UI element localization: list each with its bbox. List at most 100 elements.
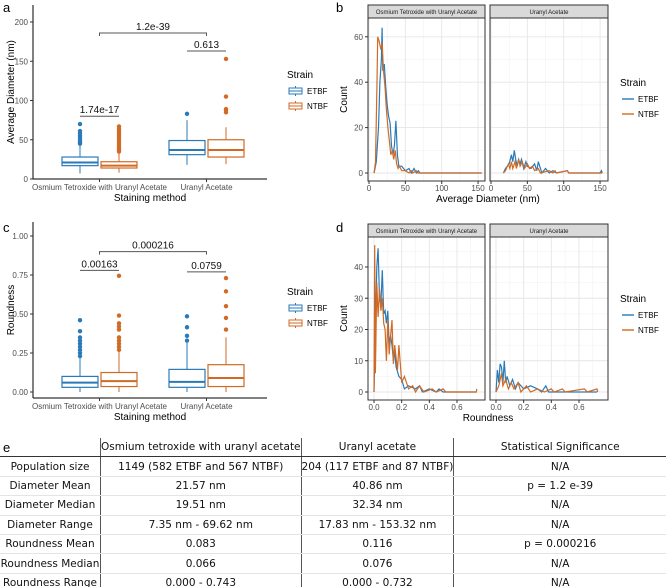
outlier-point [77, 121, 83, 127]
facet-0: 0.0 0.2 0.4 0.6 Osmium Tetroxide with Uranyl… [367, 223, 486, 412]
legend-c [288, 303, 303, 328]
table-cell: 0.000 - 0.743 [100, 573, 302, 587]
legend-item-ntbf: NTBF [622, 326, 659, 335]
facet-strip [367, 4, 486, 19]
table-cell: 32.34 nm [300, 495, 454, 516]
row-label: Diameter Mean [0, 476, 101, 497]
table-row: Population size 1149 (582 ETBF and 567 NT… [0, 456, 666, 477]
y-tick-label: 0 [359, 388, 364, 397]
table-cell: N/A [453, 553, 666, 574]
y-tick-label: 200 [15, 18, 29, 27]
table-row: Diameter Median 19.51 nm 32.34 nm N/A [0, 495, 666, 516]
table-cell: 19.51 nm [100, 495, 302, 516]
legend-item-ntbf [288, 101, 303, 111]
outlier-point [116, 344, 122, 349]
facet-strip [489, 4, 609, 19]
x-tick-label: 0.2 [518, 403, 530, 412]
table-cell: 0.000 - 0.732 [300, 573, 454, 587]
box-etbf-group-0 [61, 318, 99, 392]
outlier-point [184, 338, 190, 343]
x-tick-label: 0.0 [368, 403, 380, 412]
y-tick-label: 20 [354, 326, 363, 335]
x-tick-label: 0 [489, 184, 494, 193]
legend-item-etbf: ETBF [622, 311, 659, 320]
table-cell: p = 1.2 e-39 [453, 476, 666, 497]
x-tick-label: 0.4 [424, 403, 436, 412]
y-tick-label: 60 [354, 33, 363, 42]
comparison-bracket [99, 32, 207, 36]
x-axis-title: Staining method [114, 412, 186, 423]
legend-title: Strain [620, 294, 646, 305]
outlier-point [223, 304, 229, 309]
y-axis-title: Roundness [6, 285, 17, 336]
outlier-point [223, 315, 229, 321]
y-tick-label: 0 [359, 169, 364, 178]
x-axis-title: Staining method [114, 193, 186, 204]
row-label: Roundness Median [0, 553, 101, 574]
x-tick-label: Osmium Tetroxide with Uranyl Acetate [32, 402, 168, 411]
x-tick-label: 0.0 [490, 403, 502, 412]
table-cell: 1149 (582 ETBF and 567 NTBF) [100, 456, 302, 477]
x-tick-label: 100 [435, 184, 449, 193]
legend-a [288, 86, 303, 111]
table-cell: 21.57 nm [100, 476, 302, 497]
facet-strip [367, 223, 486, 238]
outlier-point [77, 341, 83, 346]
outlier-point [116, 347, 122, 353]
p-value-label: 1.74e-17 [80, 105, 120, 116]
y-tick-label: 20 [354, 124, 363, 133]
facet-0: 0 50 100 150 Osmium Tetroxide with Uranyl Ac… [367, 4, 486, 193]
legend-label: NTBF [638, 326, 659, 335]
outlier-point [77, 347, 83, 353]
panel-e-label-wrap: e [3, 440, 10, 455]
legend-title: Strain [287, 287, 313, 298]
x-axis-title: Average Diameter (nm) [436, 194, 540, 205]
x-tick-label: 100 [557, 184, 571, 193]
row-label: Roundness Range [0, 573, 101, 587]
table-cell: 17.83 nm - 153.32 nm [300, 515, 454, 535]
outlier-point [184, 333, 190, 339]
series-line-ntbf [502, 159, 603, 174]
summary-table: Osmium tetroxide with uranyl acetate Uran… [0, 438, 666, 587]
outlier-point [77, 328, 83, 334]
table-row: Diameter Range 7.35 nm - 69.62 nm 17.83 nm… [0, 515, 666, 535]
p-value-label: 0.00163 [81, 259, 118, 270]
outlier-point [77, 353, 83, 359]
outlier-point [77, 338, 83, 343]
boxplot-panel-a [30, 5, 303, 182]
legend-label: ETBF [307, 304, 328, 313]
x-tick-label: 0.6 [573, 403, 585, 412]
series-line-ntbf [495, 373, 599, 394]
x-tick-label: 50 [523, 184, 532, 193]
facet-1: 0.0 0.2 0.4 0.6 Uranyl Acetate [489, 223, 609, 412]
y-tick-label: 150 [15, 57, 29, 66]
x-tick-label: 0.6 [451, 403, 463, 412]
row-label: Diameter Range [0, 515, 101, 535]
outlier-point [77, 344, 83, 349]
legend-item-ntbf: NTBF [622, 110, 659, 119]
outlier-point [116, 335, 122, 340]
outlier-point [116, 341, 122, 346]
legend-item-etbf: ETBF [622, 95, 659, 104]
series-line-ntbf [373, 245, 478, 394]
outlier-point [116, 124, 122, 129]
table-cell: N/A [453, 515, 666, 535]
table-cell: N/A [453, 495, 666, 516]
table-cell: 204 (117 ETBF and 87 NTBF) [300, 456, 454, 477]
boxplot-panel-c [30, 222, 303, 401]
legend-item-ntbf [288, 318, 303, 328]
table-header-cell: Osmium tetroxide with uranyl acetate [100, 438, 302, 458]
table-header-row: Osmium tetroxide with uranyl acetate Uran… [0, 438, 666, 458]
x-tick-label: 0.4 [546, 403, 558, 412]
box-iqr [207, 364, 245, 388]
x-tick-label: Uranyl Acetate [180, 402, 233, 411]
p-value-label: 0.000216 [132, 241, 174, 252]
outlier-point [77, 318, 83, 323]
table-header-cell: Statistical Significance [453, 438, 666, 458]
outlier-point [116, 273, 122, 278]
legend-d: ETBF NTBF [622, 311, 659, 335]
p-value-label: 0.613 [194, 40, 219, 51]
panel-label-b: b [336, 0, 343, 15]
box-iqr [61, 156, 99, 167]
